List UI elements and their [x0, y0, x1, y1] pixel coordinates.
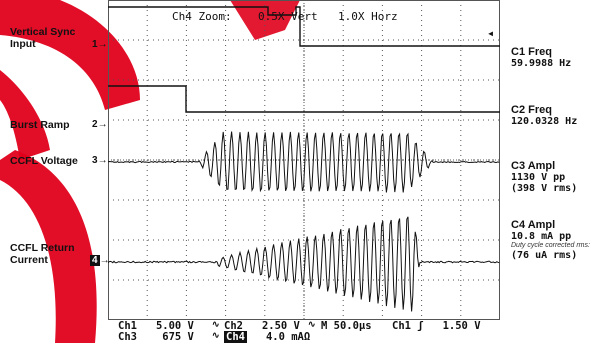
measurement-c3: C3 Ampl 1130 V pp (398 V rms) [511, 160, 591, 194]
coupling-icon-1: ∿ [212, 320, 220, 330]
label-vertical-sync: Vertical Sync Input [10, 26, 90, 50]
label-burst-ramp: Burst Ramp [10, 119, 70, 131]
status-trigger[interactable]: Ch1 ʃ 1.50 V [392, 320, 481, 332]
watermark-swoosh-left [0, 70, 50, 160]
c2-freq-value: 120.0328 Hz [511, 116, 591, 127]
c4-duty-note: Duty cycle corrected rms: [511, 242, 591, 250]
c3-ampl-pp: 1130 V pp [511, 172, 591, 183]
coupling-icon-3: ∿ [212, 331, 220, 341]
channel-1-marker[interactable]: 1→ [92, 39, 108, 50]
channel-3-marker[interactable]: 3→ [92, 155, 108, 166]
zoom-horz: 1.0X Horz [338, 10, 398, 23]
trigger-position-arrow-icon[interactable]: ◂ [487, 26, 494, 40]
status-timebase[interactable]: M 50.0µs [321, 320, 372, 332]
channel-4-marker[interactable]: 4 → [90, 255, 110, 266]
status-ch3[interactable]: Ch3 675 V [118, 331, 194, 343]
label-ccfl-return-current: CCFL Return Current [10, 242, 90, 266]
measurement-c2: C2 Freq 120.0328 Hz [511, 104, 591, 127]
scope-display [108, 0, 500, 320]
c1-freq-title: C1 Freq [511, 46, 591, 58]
c4-ampl-title: C4 Ampl [511, 219, 591, 231]
coupling-icon-2: ∿ [308, 320, 316, 330]
channel-2-marker[interactable]: 2→ [92, 119, 108, 130]
label-ccfl-voltage: CCFL Voltage [10, 155, 78, 167]
c1-freq-value: 59.9988 Hz [511, 58, 591, 69]
c3-ampl-title: C3 Ampl [511, 160, 591, 172]
measurement-c4: C4 Ampl 10.8 mA pp Duty cycle corrected … [511, 219, 591, 261]
zoom-vert: 0.5X Vert [258, 10, 318, 23]
c4-ampl-rms: (76 uA rms) [511, 250, 591, 261]
c3-ampl-rms: (398 V rms) [511, 183, 591, 194]
measurement-c1: C1 Freq 59.9988 Hz [511, 46, 591, 69]
c4-ampl-pp: 10.8 mA pp [511, 231, 591, 242]
c2-freq-title: C2 Freq [511, 104, 591, 116]
trigger-slope-icon: ʃ [417, 320, 423, 332]
zoom-label: Ch4 Zoom: [172, 10, 232, 23]
status-ch4[interactable]: Ch4 4.0 mAΩ [224, 331, 310, 343]
